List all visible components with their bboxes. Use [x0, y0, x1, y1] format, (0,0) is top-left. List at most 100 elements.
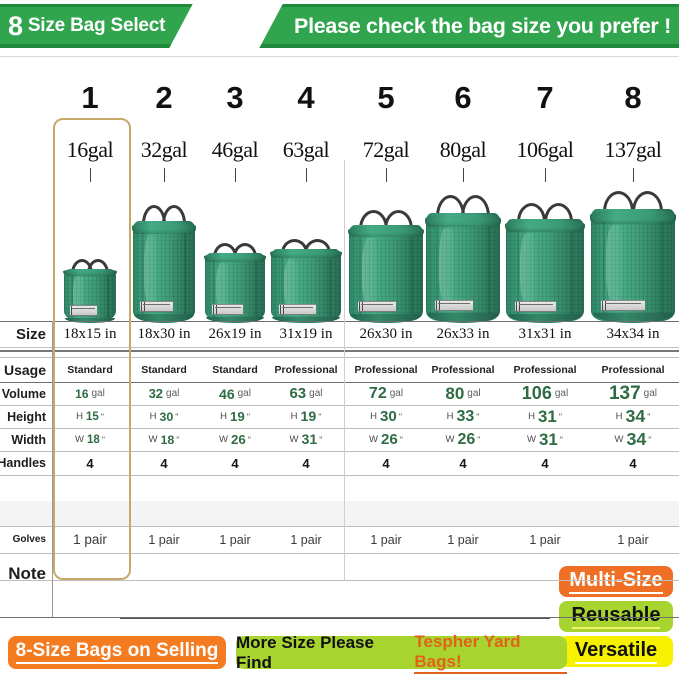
banner-right-title: Please check the bag size you prefer ! — [294, 13, 671, 38]
column-gallons-8: 137gal — [604, 137, 662, 162]
bag-seam-right — [487, 225, 490, 317]
bag-highlight — [439, 228, 456, 304]
cell-volume-col6: 80 gal — [445, 383, 481, 403]
bag-seam-left — [213, 261, 216, 319]
table-row-height: Height H 15 " H 30 " H 19 " H 19 " H 30 " H 33 " H 31 " H 34 " — [0, 405, 679, 428]
banner-count: 8 — [8, 10, 23, 41]
bag-handle-right — [384, 210, 413, 232]
cell-width-col4: W 31 " — [289, 431, 323, 448]
row-label-volume: Volume — [1, 386, 46, 401]
mid-column-divider — [344, 160, 345, 580]
row-label-size: Size — [15, 325, 46, 343]
cell-handles-col6: 4 — [459, 455, 467, 471]
cell-width-col3: W 26 " — [219, 432, 251, 447]
bag-label-strip — [601, 299, 645, 311]
table-separator-7 — [0, 451, 679, 452]
cell-size-col5: 26x30 in — [359, 325, 413, 342]
column-tick-1 — [90, 168, 91, 182]
bag-label-strip — [357, 301, 397, 313]
cell-blank1-col1 — [57, 475, 123, 501]
banner-left-label: Size Bag Select — [27, 15, 166, 36]
cell-usage-col3: Standard — [212, 363, 258, 376]
table-separator-4 — [0, 382, 679, 383]
bag-image-4 — [270, 239, 342, 323]
bag-rim — [590, 209, 676, 224]
table-separator-6 — [0, 428, 679, 429]
cell-width-col8: W 34 " — [614, 429, 652, 449]
cell-height-col5: H 30 " — [370, 408, 402, 425]
cell-height-col4: H 19 " — [290, 408, 322, 425]
cell-gloves-col3: 1 pair — [219, 532, 251, 547]
bag-base — [65, 318, 115, 323]
cell-usage-col7: Professional — [513, 363, 577, 376]
cell-note-col5 — [346, 553, 426, 595]
bag-highlight — [283, 259, 299, 310]
bag-image-7 — [505, 203, 585, 323]
bag-seam-right — [254, 261, 257, 319]
cell-volume-col3: 46 gal — [219, 385, 251, 402]
bag-handle-right — [232, 243, 257, 260]
table-separator-13 — [0, 617, 679, 618]
table-separator-8 — [0, 475, 679, 476]
cell-handles-col5: 4 — [382, 455, 390, 471]
bag-seam-left — [359, 236, 362, 318]
banner-background — [0, 4, 679, 48]
column-number-3: 3 — [226, 80, 244, 115]
bag-highlight — [606, 224, 625, 304]
table-row-note: Note — [0, 553, 679, 595]
cell-gloves-col8: 1 pair — [617, 532, 649, 547]
cell-usage-col4: Professional — [274, 363, 338, 376]
bag-seam-left — [602, 222, 605, 317]
badge-more-size[interactable]: More Size Please Find Tespher Yard Bags! — [236, 632, 567, 674]
more-size-link[interactable]: Tespher Yard Bags! — [414, 632, 567, 674]
cell-note-col3 — [200, 553, 270, 595]
badge-versatile-label: Versatile — [574, 639, 658, 664]
bag-handle-right — [161, 205, 187, 228]
cell-handles-col8: 4 — [629, 455, 637, 471]
more-size-text: More Size Please Find — [236, 632, 374, 672]
cell-blank1-col4 — [268, 475, 344, 501]
bag-seam-left — [280, 257, 283, 319]
cell-height-col8: H 34 " — [615, 406, 651, 426]
bag-image-2 — [132, 205, 196, 323]
bag-handle-right — [87, 259, 109, 276]
bag-seam-right — [410, 236, 413, 318]
column-number-1: 1 — [81, 80, 99, 115]
cell-gloves-col7: 1 pair — [529, 532, 561, 547]
cell-gap1-col6 — [422, 347, 504, 357]
column-gallon-row: 16gal 32gal 46gal 63gal 72gal 80gal 106gal 137g… — [0, 134, 679, 166]
header-banner: 8 Size Bag Select Please check the bag s… — [0, 4, 679, 48]
table-row-gloves: Golves 1 pair 1 pair 1 pair 1 pair 1 pair 1 pa… — [0, 526, 679, 553]
cell-size-col3: 26x19 in — [208, 325, 262, 342]
column-number-4: 4 — [297, 80, 315, 115]
cell-gloves-col4: 1 pair — [290, 532, 322, 547]
column-tick-2 — [164, 168, 165, 182]
column-number-5: 5 — [377, 80, 395, 115]
bag-label-strip — [279, 303, 316, 315]
column-number-7: 7 — [536, 80, 554, 115]
cell-height-col3: H 19 " — [220, 409, 250, 424]
cell-size-col6: 26x33 in — [436, 325, 490, 342]
table-separator-12 — [0, 580, 679, 581]
cell-height-col7: H 31 " — [528, 406, 562, 426]
bag-rim — [348, 225, 424, 238]
bag-graphic — [505, 203, 585, 323]
bag-label-strip — [70, 305, 98, 317]
cell-volume-col1: 16 gal — [75, 386, 105, 401]
bag-graphic — [132, 205, 196, 323]
cell-gap1-col1 — [57, 347, 123, 357]
column-gallons-7: 106gal — [516, 137, 574, 162]
bag-base — [206, 316, 264, 323]
bag-seam-right — [106, 275, 109, 319]
label-column-divider — [52, 321, 53, 617]
bag-seam-right — [329, 257, 332, 319]
bag-handle-right — [461, 195, 490, 220]
table-row-usage: Usage Standard Standard Standard Professiona… — [0, 357, 679, 382]
cell-width-col1: W 18 " — [75, 433, 105, 446]
bag-label-strip — [212, 303, 244, 315]
bag-base — [507, 313, 583, 323]
bag-base — [592, 312, 674, 323]
cell-handles-col7: 4 — [541, 455, 549, 471]
badge-bags-on-selling: 8-Size Bags on Selling — [8, 636, 226, 669]
bag-seam-right — [571, 231, 574, 317]
